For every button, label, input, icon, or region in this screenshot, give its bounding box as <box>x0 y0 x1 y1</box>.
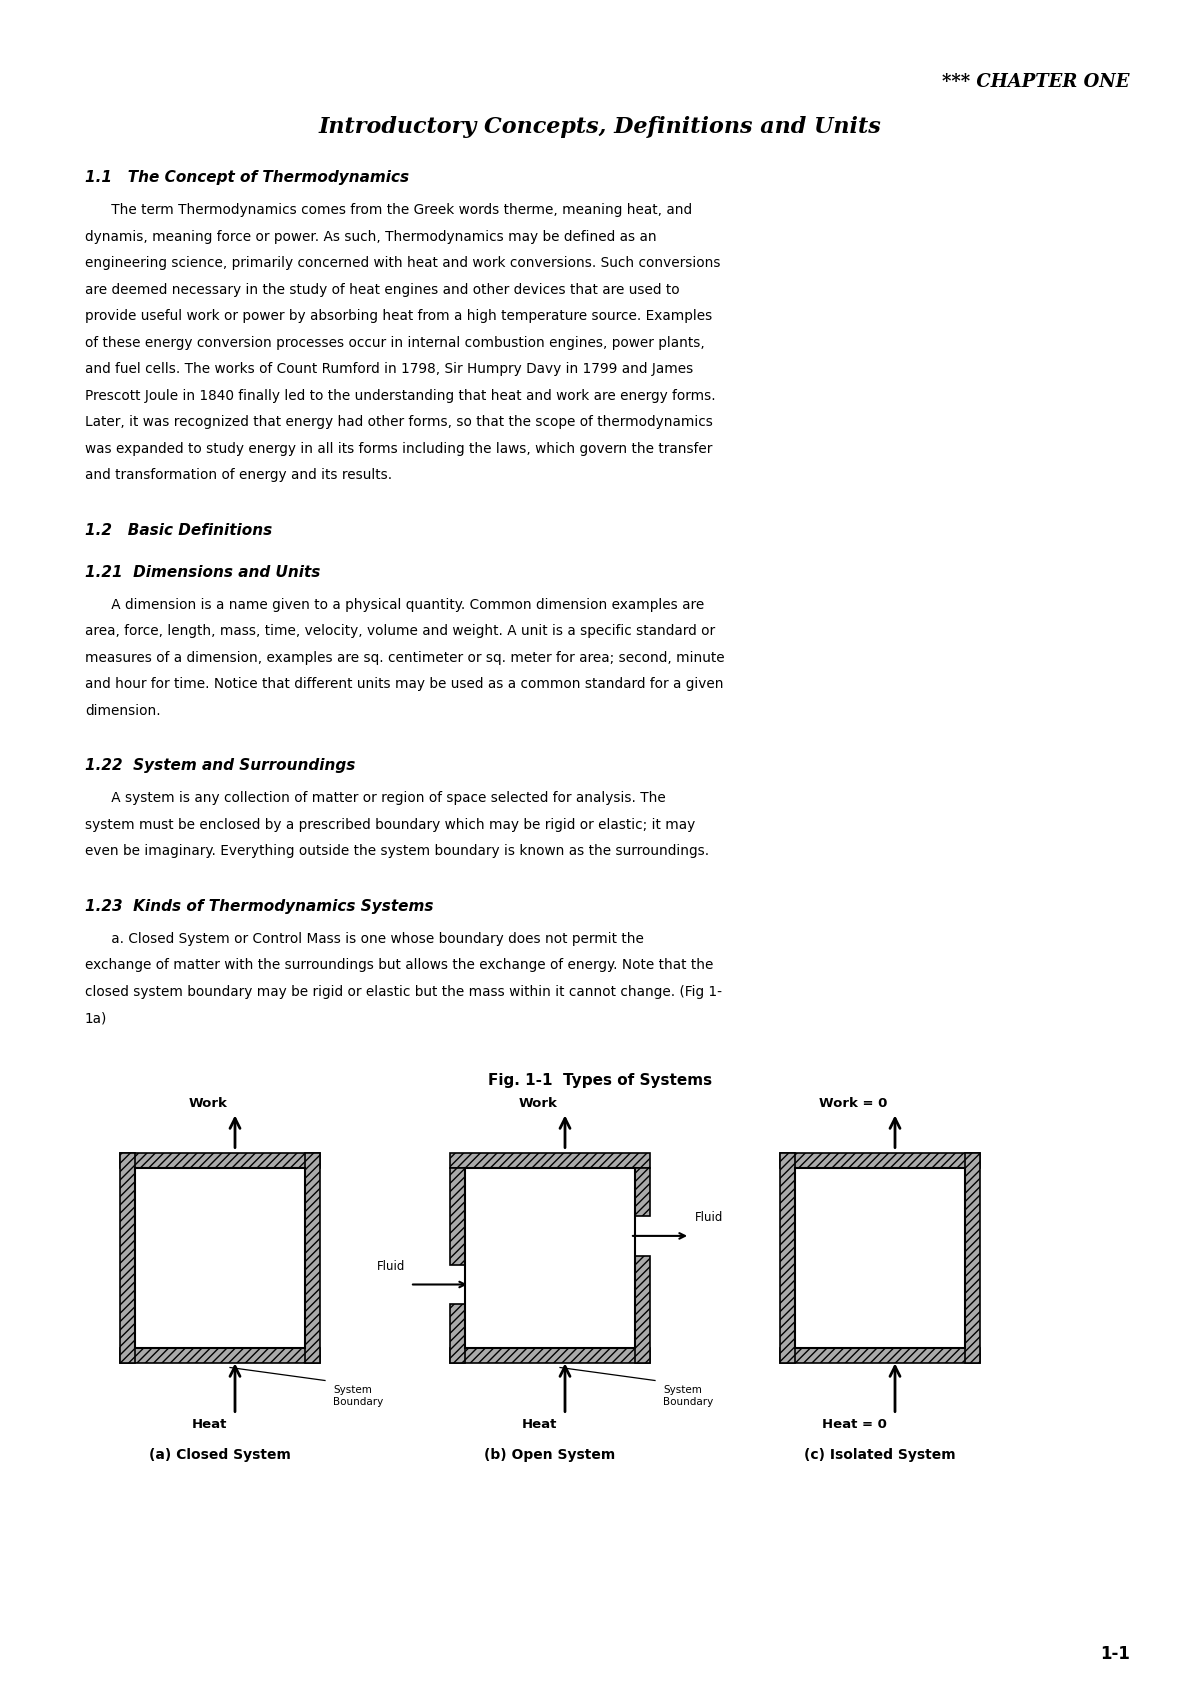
Text: Work: Work <box>518 1097 557 1109</box>
Text: provide useful work or power by absorbing heat from a high temperature source. E: provide useful work or power by absorbin… <box>85 309 713 323</box>
Bar <box>780 1348 980 1362</box>
Bar <box>450 1348 650 1362</box>
Text: Heat = 0: Heat = 0 <box>822 1418 887 1430</box>
Text: Work = 0: Work = 0 <box>818 1097 887 1109</box>
Text: Fig. 1-1  Types of Systems: Fig. 1-1 Types of Systems <box>488 1073 712 1087</box>
Bar <box>120 1153 134 1362</box>
Text: of these energy conversion processes occur in internal combustion engines, power: of these energy conversion processes occ… <box>85 336 704 350</box>
Text: 1.22  System and Surroundings: 1.22 System and Surroundings <box>85 757 355 773</box>
Text: closed system boundary may be rigid or elastic but the mass within it cannot cha: closed system boundary may be rigid or e… <box>85 985 722 998</box>
Text: System
Boundary: System Boundary <box>334 1384 383 1408</box>
Text: and hour for time. Notice that different units may be used as a common standard : and hour for time. Notice that different… <box>85 678 724 691</box>
Text: even be imaginary. Everything outside the system boundary is known as the surrou: even be imaginary. Everything outside th… <box>85 844 709 857</box>
Text: are deemed necessary in the study of heat engines and other devices that are use: are deemed necessary in the study of hea… <box>85 282 679 297</box>
Text: Prescott Joule in 1840 finally led to the understanding that heat and work are e: Prescott Joule in 1840 finally led to th… <box>85 389 715 402</box>
Text: 1-1: 1-1 <box>1100 1645 1130 1662</box>
Text: system must be enclosed by a prescribed boundary which may be rigid or elastic; : system must be enclosed by a prescribed … <box>85 817 695 832</box>
Bar <box>450 1153 650 1168</box>
Text: Heat: Heat <box>192 1418 227 1430</box>
Bar <box>796 1168 965 1348</box>
Text: area, force, length, mass, time, velocity, volume and weight. A unit is a specif: area, force, length, mass, time, velocit… <box>85 623 715 638</box>
Text: a. Closed System or Control Mass is one whose boundary does not permit the: a. Closed System or Control Mass is one … <box>85 932 644 946</box>
Bar <box>120 1348 320 1362</box>
Text: 1.23  Kinds of Thermodynamics Systems: 1.23 Kinds of Thermodynamics Systems <box>85 898 433 914</box>
Text: dynamis, meaning force or power. As such, Thermodynamics may be defined as an: dynamis, meaning force or power. As such… <box>85 229 656 243</box>
Bar <box>466 1168 635 1348</box>
Text: Fluid: Fluid <box>377 1260 406 1272</box>
Text: measures of a dimension, examples are sq. centimeter or sq. meter for area; seco: measures of a dimension, examples are sq… <box>85 650 725 664</box>
Bar <box>450 1304 466 1362</box>
Bar <box>134 1168 305 1348</box>
Text: engineering science, primarily concerned with heat and work conversions. Such co: engineering science, primarily concerned… <box>85 256 720 270</box>
Text: (b) Open System: (b) Open System <box>485 1447 616 1462</box>
Text: (c) Isolated System: (c) Isolated System <box>804 1447 956 1462</box>
Text: 1.21  Dimensions and Units: 1.21 Dimensions and Units <box>85 564 320 579</box>
Bar <box>450 1168 466 1265</box>
Text: System
Boundary: System Boundary <box>662 1384 713 1408</box>
Bar <box>120 1153 320 1168</box>
Bar <box>305 1153 320 1362</box>
Text: and transformation of energy and its results.: and transformation of energy and its res… <box>85 469 392 482</box>
Bar <box>635 1257 650 1362</box>
Bar <box>780 1153 980 1168</box>
Text: Later, it was recognized that energy had other forms, so that the scope of therm: Later, it was recognized that energy had… <box>85 414 713 430</box>
Bar <box>635 1168 650 1216</box>
Text: Introductory Concepts, Definitions and Units: Introductory Concepts, Definitions and U… <box>319 115 881 138</box>
Text: Fluid: Fluid <box>695 1211 724 1224</box>
Text: Work: Work <box>188 1097 227 1109</box>
Text: A dimension is a name given to a physical quantity. Common dimension examples ar: A dimension is a name given to a physica… <box>85 598 704 611</box>
Text: 1a): 1a) <box>85 1010 107 1026</box>
Text: was expanded to study energy in all its forms including the laws, which govern t: was expanded to study energy in all its … <box>85 441 713 455</box>
Bar <box>780 1153 796 1362</box>
Text: and fuel cells. The works of Count Rumford in 1798, Sir Humpry Davy in 1799 and : and fuel cells. The works of Count Rumfo… <box>85 362 694 375</box>
Text: Heat: Heat <box>522 1418 557 1430</box>
Text: 1.2   Basic Definitions: 1.2 Basic Definitions <box>85 523 272 538</box>
Text: dimension.: dimension. <box>85 703 161 718</box>
Text: The term Thermodynamics comes from the Greek words therme, meaning heat, and: The term Thermodynamics comes from the G… <box>85 204 692 217</box>
Text: 1.1   The Concept of Thermodynamics: 1.1 The Concept of Thermodynamics <box>85 170 409 185</box>
Text: exchange of matter with the surroundings but allows the exchange of energy. Note: exchange of matter with the surroundings… <box>85 958 713 971</box>
Text: A system is any collection of matter or region of space selected for analysis. T: A system is any collection of matter or … <box>85 791 666 805</box>
Text: *** CHAPTER ONE: *** CHAPTER ONE <box>942 73 1130 92</box>
Text: (a) Closed System: (a) Closed System <box>149 1447 290 1462</box>
Bar <box>965 1153 980 1362</box>
